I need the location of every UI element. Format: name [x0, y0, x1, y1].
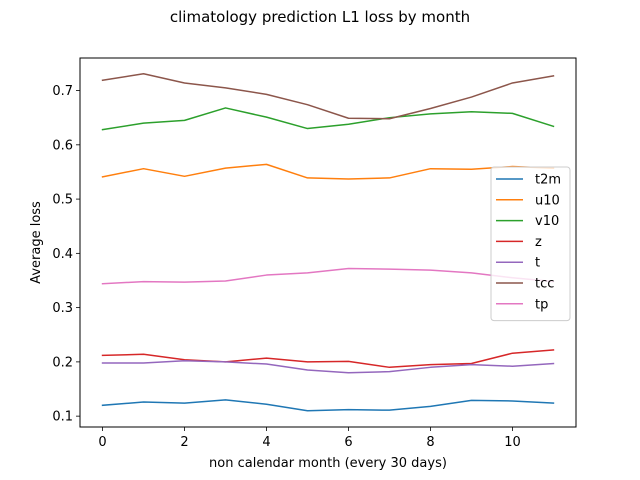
- legend-label-u10: u10: [535, 193, 560, 208]
- y-tick-label: 0.7: [52, 84, 73, 99]
- legend-label-tcc: tcc: [535, 277, 554, 292]
- series-line-tcc: [101, 72, 555, 120]
- y-axis-label: Average loss: [29, 201, 44, 284]
- x-tick-label: 10: [504, 435, 521, 450]
- series-line-tp: [101, 267, 555, 285]
- series-line-u10: [101, 163, 555, 180]
- legend-box: [490, 166, 571, 322]
- legend-label-t2m: t2m: [535, 173, 561, 188]
- legend-label-z: z: [535, 235, 542, 250]
- x-tick-label: 6: [344, 435, 352, 450]
- x-axis: 0 2 4 6 8 10: [98, 427, 521, 450]
- x-tick-label: 4: [262, 435, 270, 450]
- x-tick-label: 0: [98, 435, 106, 450]
- series-line-t: [101, 360, 555, 374]
- series-line-v10: [101, 107, 555, 131]
- x-axis-label: non calendar month (every 30 days): [209, 456, 447, 471]
- x-tick-label: 2: [180, 435, 188, 450]
- y-tick-label: 0.1: [52, 410, 73, 425]
- x-tick-label: 8: [426, 435, 434, 450]
- series-layer: [101, 72, 555, 412]
- y-tick-label: 0.6: [52, 138, 73, 153]
- series-line-t2m: [101, 399, 555, 412]
- y-axis: 0.1 0.2 0.3 0.4 0.5 0.6 0.7: [52, 84, 80, 425]
- chart-title: climatology prediction L1 loss by month: [170, 8, 470, 26]
- y-tick-label: 0.2: [52, 355, 73, 370]
- y-tick-label: 0.3: [52, 301, 73, 316]
- y-tick-label: 0.4: [52, 247, 73, 262]
- legend-label-tp: tp: [535, 297, 548, 312]
- legend-label-t: t: [535, 256, 540, 271]
- series-line-z: [101, 349, 555, 369]
- plot-frame: [79, 57, 577, 428]
- legend: t2m u10 v10 zt tcc tp: [490, 166, 571, 322]
- legend-label-v10: v10: [535, 214, 559, 229]
- y-tick-label: 0.5: [52, 193, 73, 208]
